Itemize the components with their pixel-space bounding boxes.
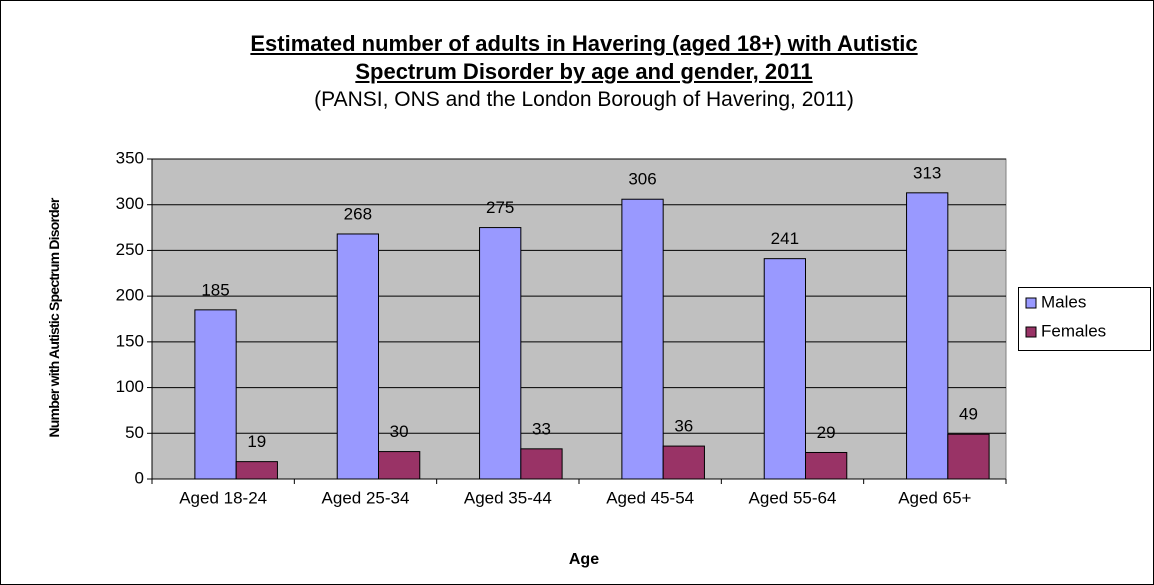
bar	[520, 448, 563, 480]
chart-subtitle: (PANSI, ONS and the London Borough of Ha…	[314, 88, 854, 111]
bar	[378, 451, 421, 480]
data-label: 306	[628, 170, 656, 189]
bar	[805, 451, 848, 480]
data-label: 49	[959, 405, 978, 424]
y-tick-label: 100	[116, 377, 144, 396]
bar	[621, 198, 664, 480]
x-tick-label: Aged 65+	[898, 488, 971, 507]
y-tick-label: 50	[125, 423, 144, 442]
data-label: 30	[390, 422, 409, 441]
data-label: 29	[817, 423, 836, 442]
data-label: 275	[486, 198, 514, 217]
x-tick-label: Aged 45-54	[606, 488, 694, 507]
data-label: 313	[913, 163, 941, 182]
data-label: 19	[247, 432, 266, 451]
legend-swatch	[1025, 297, 1037, 309]
bar	[763, 258, 806, 480]
data-label: 33	[532, 419, 551, 438]
bar	[662, 445, 705, 480]
bar	[336, 233, 379, 480]
x-axis-label: Age	[568, 551, 600, 568]
legend-swatch	[1025, 326, 1037, 338]
legend-label: Males	[1041, 292, 1086, 311]
x-tick-label: Aged 55-64	[749, 488, 837, 507]
x-tick-label: Aged 18-24	[179, 488, 267, 507]
chart-title: Estimated number of adults in Havering (…	[250, 31, 918, 84]
y-tick-label: 300	[116, 194, 144, 213]
legend-label: Females	[1041, 321, 1106, 340]
bar	[235, 461, 278, 480]
legend-box	[1018, 287, 1151, 351]
y-tick-label: 200	[116, 286, 144, 305]
data-label: 268	[344, 204, 372, 223]
data-label: 241	[771, 229, 799, 248]
bar	[194, 309, 237, 480]
y-axis-label: Number with Autistic Spectrum Disorder	[46, 198, 62, 438]
bar	[479, 227, 522, 480]
data-label: 185	[201, 280, 229, 299]
bar	[947, 433, 990, 480]
y-tick-label: 150	[116, 331, 144, 350]
x-tick-label: Aged 25-34	[322, 488, 410, 507]
y-tick-label: 0	[135, 468, 144, 487]
x-tick-label: Aged 35-44	[464, 488, 552, 507]
plot-area	[151, 158, 1007, 480]
bar	[906, 192, 949, 480]
y-tick-label: 250	[116, 240, 144, 259]
y-tick-label: 350	[116, 148, 144, 167]
data-label: 36	[674, 417, 693, 436]
